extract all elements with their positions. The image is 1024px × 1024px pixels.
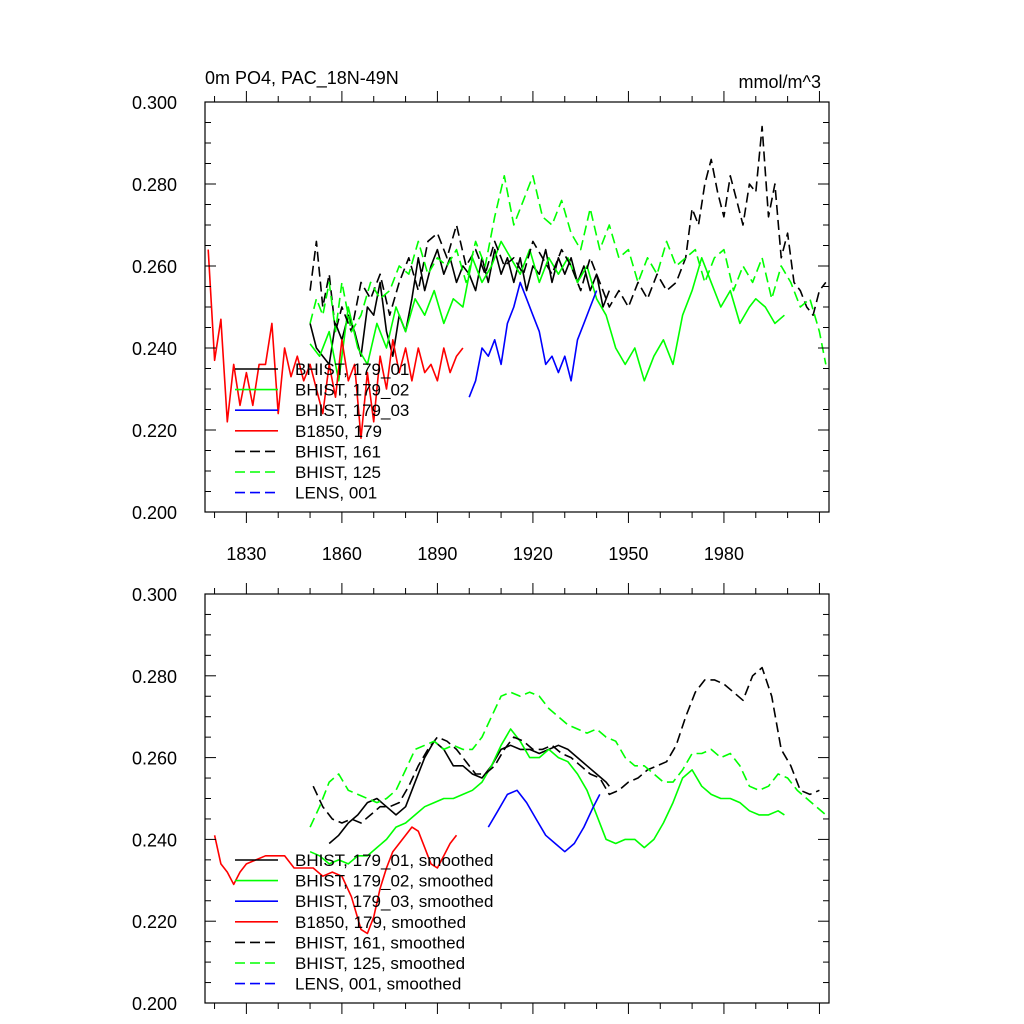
bottom-series-line-5 <box>312 666 820 824</box>
bottom-legend-label-3: BHIST, 179_03, smoothed <box>295 892 493 911</box>
top-panel: 0.200 0.220 0.240 0.260 0.280 0.300 1830 1860 18… <box>132 68 830 564</box>
top-x-tick-label: 1980 <box>704 544 744 564</box>
top-series-line-3 <box>468 281 598 398</box>
bottom-legend-label-7: LENS, 001, smoothed <box>295 975 461 994</box>
top-legend-label-2: BHIST, 179_02 <box>295 381 409 400</box>
bottom-legend-label-5: BHIST, 161, smoothed <box>295 933 465 952</box>
top-x-tick-label: 1920 <box>513 544 553 564</box>
bottom-series-line-3 <box>487 789 601 853</box>
bottom-series-line-4 <box>213 826 458 935</box>
top-x-tick-label: 1860 <box>322 544 362 564</box>
top-y-tick-label: 0.280 <box>132 175 177 195</box>
bottom-legend-label-4: B1850, 179, smoothed <box>295 913 466 932</box>
top-legend-label-4: B1850, 179 <box>295 422 382 441</box>
top-legend-label-7: LENS, 001 <box>295 484 377 503</box>
top-chart-title: 0m PO4, PAC_18N-49N <box>205 68 399 89</box>
top-units-label: mmol/m^3 <box>739 72 821 92</box>
bottom-series-line-1 <box>328 740 610 845</box>
bottom-y-tick-label: 0.240 <box>132 830 177 850</box>
top-series-line-1 <box>309 248 611 366</box>
bottom-legend-label-6: BHIST, 125, smoothed <box>295 954 465 973</box>
bottom-y-tick-label: 0.280 <box>132 667 177 687</box>
top-legend-label-1: BHIST, 179_01 <box>295 360 409 379</box>
top-legend-label-5: BHIST, 161 <box>295 442 381 461</box>
top-series-line-5 <box>309 125 827 333</box>
bottom-y-tick-label: 0.260 <box>132 749 177 769</box>
bottom-legend-label-2: BHIST, 179_02, smoothed <box>295 872 493 891</box>
bottom-y-tick-label: 0.300 <box>132 585 177 605</box>
top-x-tick-label: 1950 <box>608 544 648 564</box>
bottom-y-tick-label: 0.220 <box>132 912 177 932</box>
top-legend-label-6: BHIST, 125 <box>295 463 381 482</box>
top-x-tick-label: 1890 <box>417 544 457 564</box>
top-x-tick-label: 1830 <box>226 544 266 564</box>
bottom-series-line-2 <box>309 728 785 865</box>
bottom-y-tick-label: 0.200 <box>132 994 177 1014</box>
top-y-tick-label: 0.240 <box>132 339 177 359</box>
top-y-tick-label: 0.220 <box>132 421 177 441</box>
bottom-legend-label-1: BHIST, 179_01, smoothed <box>295 851 493 870</box>
top-y-tick-label: 0.300 <box>132 93 177 113</box>
top-y-tick-label: 0.260 <box>132 257 177 277</box>
top-legend-label-3: BHIST, 179_03 <box>295 401 409 420</box>
bottom-panel: 0.200 0.220 0.240 0.260 0.280 0.300 BHIST, 179… <box>132 583 830 1014</box>
top-series-line-6 <box>309 175 827 365</box>
bottom-series-line-6 <box>309 691 827 828</box>
top-series-line-4 <box>207 249 464 440</box>
top-y-tick-label: 0.200 <box>132 503 177 523</box>
